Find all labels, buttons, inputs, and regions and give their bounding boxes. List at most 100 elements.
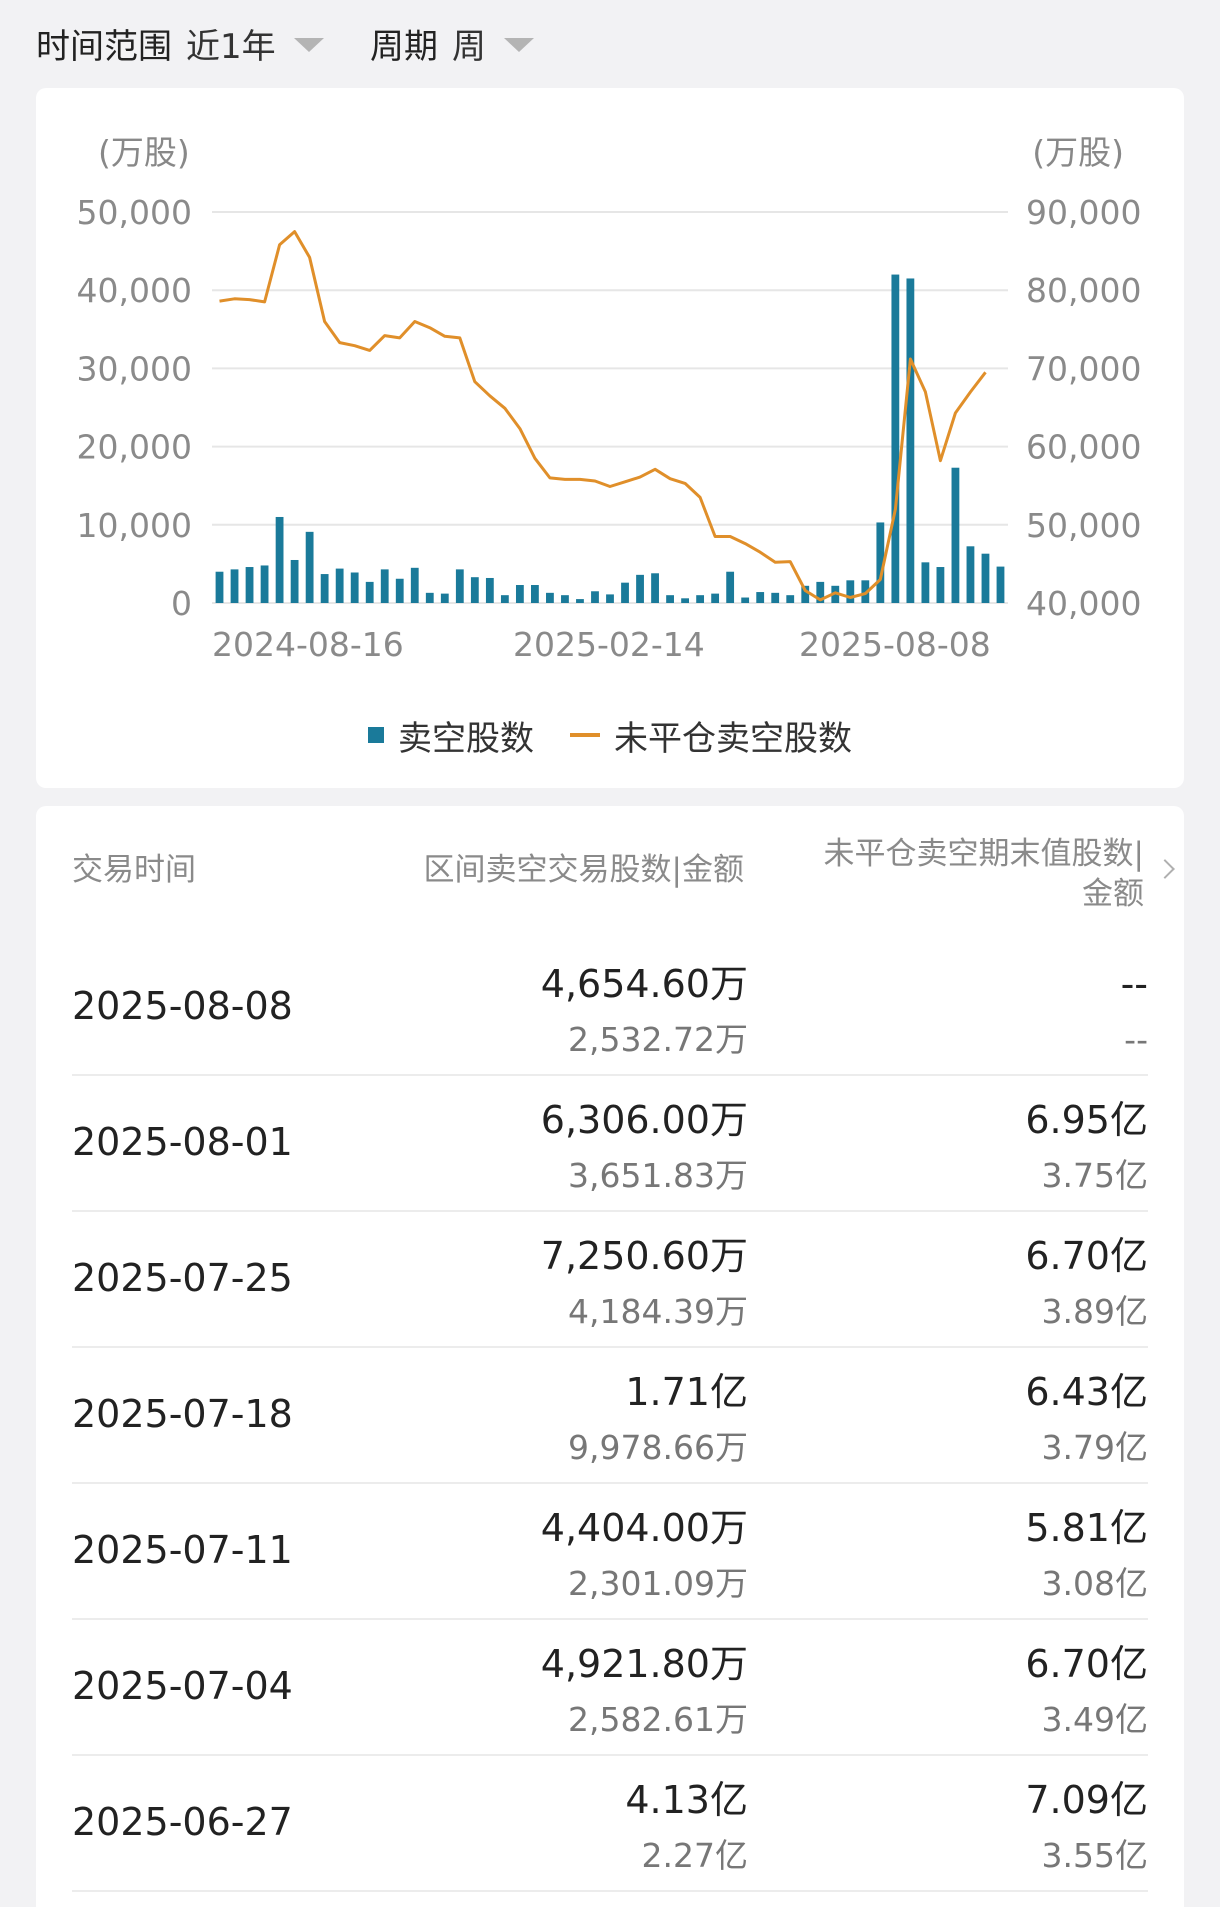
period-label: 周期 (370, 26, 438, 67)
bar-short-shares[interactable] (320, 574, 329, 603)
bar-short-shares[interactable] (395, 578, 404, 603)
bar-short-shares[interactable] (666, 595, 674, 603)
header-open-short[interactable]: 未平仓卖空期末值股数| 金额 (784, 834, 1144, 914)
row-short-shares: 7,250.60万 (540, 1234, 748, 1278)
row-open-shares: 6.70亿 (1025, 1234, 1148, 1278)
row-open-amount: 3.55亿 (1041, 1836, 1148, 1875)
row-open-cell: -- -- (1121, 960, 1148, 1062)
bar-short-shares[interactable] (500, 595, 509, 603)
row-open-amount: 3.08亿 (1041, 1564, 1148, 1603)
chevron-right-icon[interactable] (1155, 859, 1175, 879)
bar-short-shares[interactable] (245, 567, 254, 603)
bar-short-shares[interactable] (365, 581, 374, 603)
table-row[interactable]: 2025-06-27 4.13亿 2.27亿 7.09亿 3.55亿 (72, 1756, 1148, 1892)
bar-short-shares[interactable] (816, 581, 825, 603)
row-date: 2025-08-08 (72, 984, 293, 1028)
bar-short-shares[interactable] (726, 571, 735, 603)
table-row[interactable]: 2025-07-18 1.71亿 9,978.66万 6.43亿 3.79亿 (72, 1348, 1148, 1484)
period-filter[interactable]: 周期 周 (370, 18, 534, 68)
bar-short-shares[interactable] (981, 553, 990, 603)
bar-short-shares[interactable] (380, 569, 389, 603)
bar-short-shares[interactable] (756, 592, 765, 603)
bar-short-shares[interactable] (606, 594, 614, 603)
table-row[interactable]: 2025-08-01 6,306.00万 3,651.83万 6.95亿 3.75亿 (72, 1076, 1148, 1212)
bar-short-shares[interactable] (966, 546, 975, 603)
header-open-short-line1: 未平仓卖空期末值股数| (823, 836, 1144, 872)
time-range-filter[interactable]: 时间范围 近1年 (36, 18, 324, 68)
row-open-amount: 3.75亿 (1041, 1156, 1148, 1195)
bar-short-shares[interactable] (621, 582, 629, 603)
bar-short-shares[interactable] (485, 577, 494, 603)
bar-short-shares[interactable] (921, 562, 930, 603)
row-open-shares: 6.70亿 (1025, 1642, 1148, 1686)
bar-short-shares[interactable] (515, 585, 524, 603)
row-date: 2025-07-18 (72, 1392, 293, 1436)
x-axis-tick-label: 2025-08-08 (799, 625, 991, 664)
bar-short-shares[interactable] (591, 591, 599, 603)
row-short-amount: 4,184.39万 (568, 1292, 748, 1331)
row-open-cell: 6.70亿 3.89亿 (1025, 1232, 1148, 1334)
bar-short-shares[interactable] (786, 595, 795, 603)
bar-short-shares[interactable] (425, 592, 434, 603)
bar-short-shares[interactable] (741, 597, 750, 603)
bar-short-shares[interactable] (546, 592, 554, 603)
row-short-cell: 4,404.00万 2,301.09万 (541, 1504, 748, 1606)
table-row[interactable]: 2025-07-11 4,404.00万 2,301.09万 5.81亿 3.08亿 (72, 1484, 1148, 1620)
table-row[interactable]: 2025-08-08 4,654.60万 2,532.72万 -- -- (72, 940, 1148, 1076)
right-axis-unit: (万股) (1032, 133, 1124, 172)
row-short-cell: 7,250.60万 4,184.39万 (541, 1232, 748, 1334)
row-short-shares: 4,404.00万 (540, 1506, 748, 1550)
bar-short-shares[interactable] (470, 577, 479, 603)
row-short-amount: 2.27亿 (641, 1836, 748, 1875)
table-row[interactable]: 2025-07-25 7,250.60万 4,184.39万 6.70亿 3.89亿 (72, 1212, 1148, 1348)
legend-item-bar[interactable]: 卖空股数 (368, 711, 534, 760)
bar-short-shares[interactable] (275, 516, 284, 603)
table-row[interactable]: 2025-07-04 4,921.80万 2,582.61万 6.70亿 3.49亿 (72, 1620, 1148, 1756)
bar-short-shares[interactable] (801, 585, 810, 603)
bar-short-shares[interactable] (260, 565, 269, 603)
row-short-amount: 2,532.72万 (568, 1020, 748, 1059)
bar-short-shares[interactable] (230, 569, 239, 603)
bar-short-shares[interactable] (531, 585, 539, 603)
bar-short-shares[interactable] (951, 467, 960, 603)
bar-short-shares[interactable] (846, 580, 855, 603)
bar-short-shares[interactable] (681, 598, 689, 603)
bar-short-shares[interactable] (576, 599, 584, 603)
right-axis-tick-label: 90,000 (1026, 193, 1141, 232)
bar-short-shares[interactable] (215, 571, 224, 603)
bar-short-shares[interactable] (651, 573, 659, 603)
bar-short-shares[interactable] (305, 531, 314, 603)
bar-short-shares[interactable] (410, 567, 419, 603)
header-trade-date: 交易时间 (72, 852, 196, 888)
line-open-short[interactable] (219, 230, 987, 602)
row-open-amount: 3.89亿 (1041, 1292, 1148, 1331)
bar-short-shares[interactable] (350, 572, 359, 603)
bar-short-shares[interactable] (290, 559, 299, 603)
bar-short-shares[interactable] (440, 593, 449, 603)
x-axis-tick-label: 2024-08-16 (212, 625, 404, 664)
bar-short-shares[interactable] (771, 592, 780, 603)
row-date: 2025-07-04 (72, 1664, 293, 1708)
row-short-shares: 6,306.00万 (540, 1098, 748, 1142)
chart-legend: 卖空股数 未平仓卖空股数 (36, 711, 1184, 760)
bar-short-shares[interactable] (636, 574, 644, 603)
bar-short-shares[interactable] (906, 278, 915, 603)
bar-short-shares[interactable] (996, 566, 1005, 603)
row-open-amount: 3.49亿 (1041, 1700, 1148, 1739)
bar-short-shares[interactable] (711, 593, 720, 603)
bar-short-shares[interactable] (335, 568, 344, 603)
legend-bar-label: 卖空股数 (398, 718, 534, 759)
left-axis-tick-label: 0 (171, 584, 192, 623)
chevron-down-icon (293, 38, 324, 52)
bar-short-shares[interactable] (455, 569, 464, 603)
bar-short-shares[interactable] (936, 567, 945, 603)
legend-item-line[interactable]: 未平仓卖空股数 (570, 711, 852, 760)
bar-short-shares[interactable] (891, 274, 900, 603)
row-open-amount: -- (1124, 1020, 1148, 1059)
left-axis-tick-label: 30,000 (77, 349, 192, 388)
bar-short-shares[interactable] (696, 595, 705, 603)
row-open-shares: 7.09亿 (1025, 1778, 1148, 1822)
bar-short-shares[interactable] (561, 595, 569, 603)
bar-short-shares[interactable] (876, 522, 885, 603)
left-axis-tick-label: 40,000 (77, 271, 192, 310)
